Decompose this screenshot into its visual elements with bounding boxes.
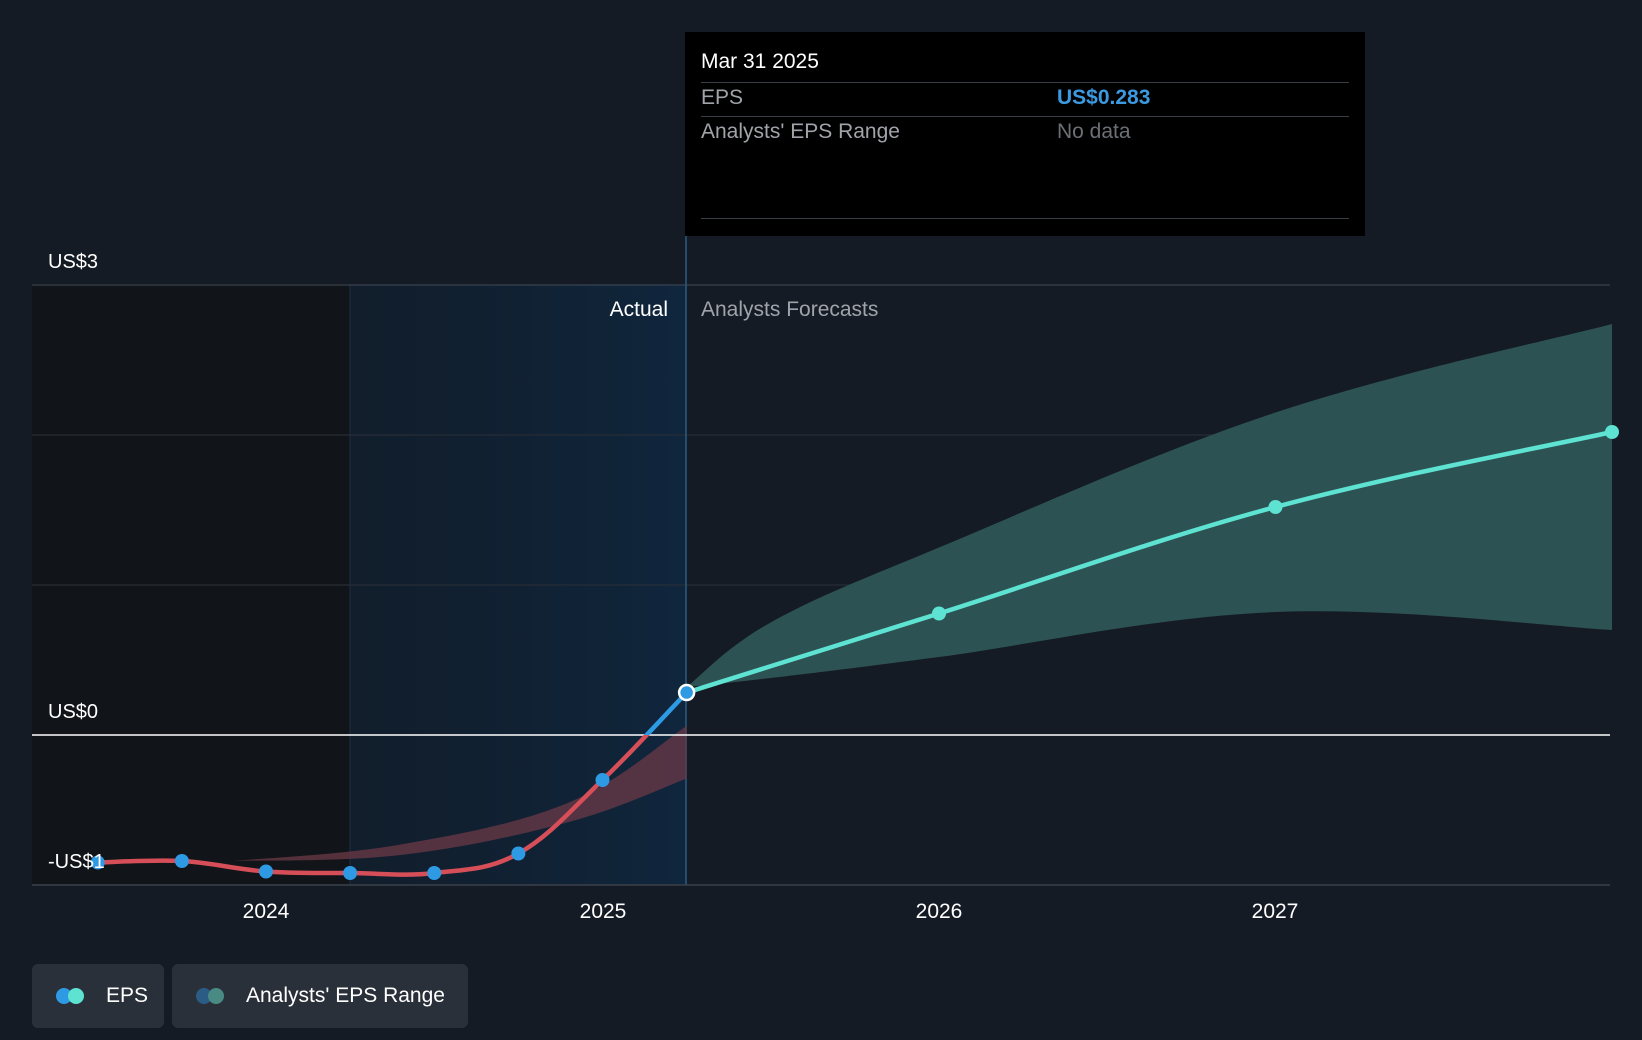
tooltip-divider [701,82,1349,83]
forecast-point[interactable] [932,607,946,621]
legend-eps-label: EPS [106,984,148,1008]
x-tick-2027: 2027 [1252,900,1299,923]
actual-label: Actual [610,298,668,321]
legend-range-label: Analysts' EPS Range [246,984,445,1008]
x-tick-2024: 2024 [243,900,290,923]
tooltip: Mar 31 2025 EPS US$0.283 Analysts' EPS R… [685,32,1365,236]
eps-point[interactable] [175,854,189,868]
forecast-label: Analysts Forecasts [701,298,878,321]
tooltip-divider [701,218,1349,219]
eps-point[interactable] [427,866,441,880]
tooltip-divider [701,116,1349,117]
eps-point[interactable] [259,865,273,879]
eps-point[interactable] [343,866,357,880]
tooltip-date: Mar 31 2025 [701,50,819,74]
tooltip-eps-value: US$0.283 [1057,86,1150,110]
forecast-point[interactable] [1605,425,1619,439]
eps-point[interactable] [596,773,610,787]
eps-range-legend-icon [196,988,232,1004]
y-label-top: US$3 [48,251,98,273]
analysts-eps-range-band [687,324,1612,687]
eps-point[interactable] [679,685,694,700]
legend-item-eps-range[interactable]: Analysts' EPS Range [172,964,468,1028]
legend-item-eps[interactable]: EPS [32,964,164,1028]
tooltip-range-label: Analysts' EPS Range [701,120,900,144]
y-label-bottom: -US$1 [48,851,105,873]
tooltip-range-value: No data [1057,120,1131,144]
x-tick-2026: 2026 [916,900,963,923]
eps-point[interactable] [511,847,525,861]
eps-legend-icon [56,988,92,1004]
forecast-point[interactable] [1269,500,1283,514]
x-tick-2025: 2025 [580,900,627,923]
y-label-zero: US$0 [48,701,98,723]
tooltip-eps-label: EPS [701,86,743,110]
